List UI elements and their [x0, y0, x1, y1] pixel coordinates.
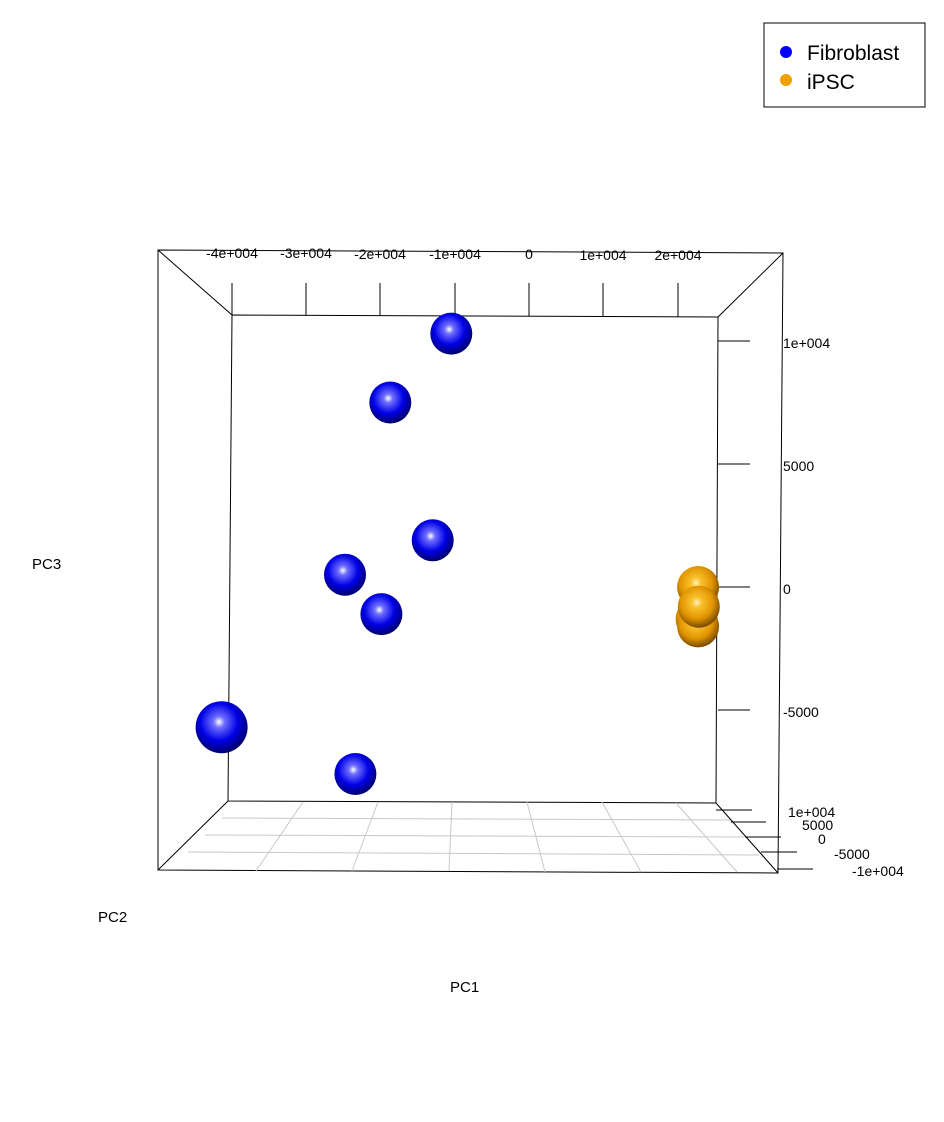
- x-tick-label: -4e+004: [206, 245, 258, 261]
- frame-edge-bottom-left: [157, 800, 229, 871]
- y-axis-title: PC2: [98, 909, 127, 926]
- y-tick-label: 1e+004: [788, 804, 835, 820]
- x-tick-label: 0: [525, 246, 533, 262]
- frame-edge-top-right: [717, 252, 784, 318]
- ipsc-point: [677, 585, 720, 628]
- legend-label-ipsc: iPSC: [807, 71, 855, 94]
- legend-box: [763, 22, 926, 108]
- legend-swatch-ipsc: [780, 74, 792, 86]
- inner-frame: [227, 314, 719, 804]
- fibroblast-point: [411, 519, 454, 562]
- x-tick-label: 2e+004: [654, 247, 701, 263]
- y-tick-label: -5000: [834, 846, 870, 862]
- z-axis-tick-labels: 1e+004 5000 0 -5000: [783, 335, 830, 720]
- outer-frame: [157, 249, 784, 874]
- y-tick-label: 5000: [802, 817, 833, 833]
- x-tick-label: -2e+004: [354, 246, 406, 262]
- z-tick-label: 5000: [783, 458, 814, 474]
- fibroblast-point: [324, 553, 366, 596]
- legend: Fibroblast iPSC: [763, 22, 926, 108]
- z-axis-title: PC3: [32, 556, 61, 573]
- y-axis-ticks: [716, 809, 813, 870]
- x-tick-label: 1e+004: [579, 247, 626, 263]
- z-tick-label: -5000: [783, 704, 819, 720]
- fibroblast-point: [360, 593, 403, 636]
- y-axis-tick-labels: 1e+004 5000 0 -5000 -1e+004: [788, 804, 904, 879]
- legend-label-fibroblast: Fibroblast: [807, 42, 899, 65]
- fibroblast-point: [369, 381, 412, 424]
- z-tick-label: 0: [783, 581, 791, 597]
- frame-edge-bottom-right: [715, 802, 779, 874]
- frame-edge-top-left: [157, 249, 233, 316]
- floor-grid: [187, 801, 760, 873]
- x-axis-tick-labels: -4e+004 -3e+004 -2e+004 -1e+004 0 1e+004…: [206, 245, 702, 263]
- plot-frame: [157, 249, 784, 874]
- data-points: [195, 312, 720, 795]
- y-tick-label: 0: [818, 831, 826, 847]
- fibroblast-point: [195, 701, 248, 754]
- z-axis-ticks: [718, 340, 750, 711]
- x-axis-ticks: [231, 283, 679, 317]
- fibroblast-point: [334, 753, 377, 795]
- legend-swatch-fibroblast: [780, 46, 792, 58]
- x-tick-label: -1e+004: [429, 246, 481, 262]
- x-tick-label: -3e+004: [280, 245, 332, 261]
- fibroblast-point: [430, 312, 473, 355]
- y-tick-label: -1e+004: [852, 863, 904, 879]
- z-tick-label: 1e+004: [783, 335, 830, 351]
- x-axis-title: PC1: [450, 979, 479, 996]
